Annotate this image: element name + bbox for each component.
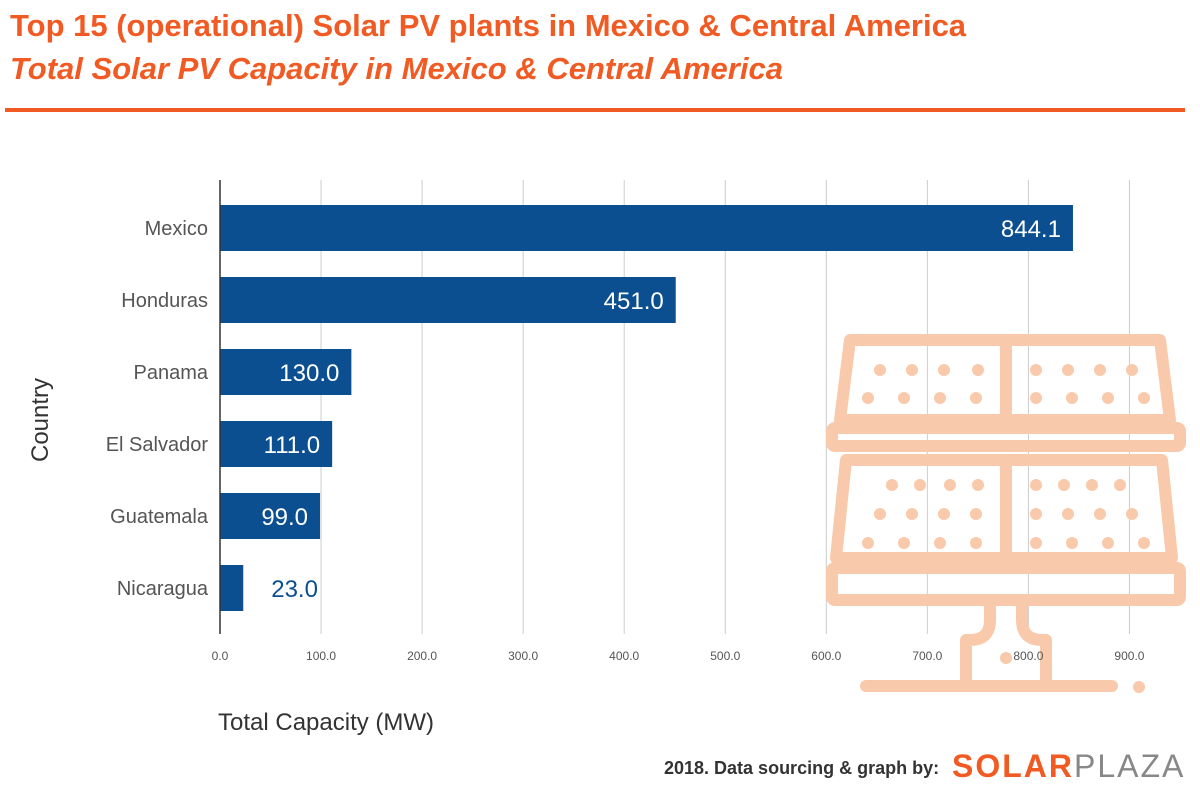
logo-solar-text: SOLAR — [952, 748, 1074, 784]
data-label: 130.0 — [279, 360, 339, 387]
panel-cell-dot — [1066, 537, 1078, 549]
panel-cell-dot — [934, 537, 946, 549]
panel-cell-dot — [938, 364, 950, 376]
panel-cell-dot — [1138, 537, 1150, 549]
x-tick-label: 400.0 — [609, 649, 639, 663]
bar — [220, 493, 321, 539]
panel-cell-dot — [970, 508, 982, 520]
panel-cell-dot — [1086, 479, 1098, 491]
panel-cell-dot — [1062, 508, 1074, 520]
y-axis-categories: Mexico Honduras Panama El Salvador Guatemala… — [106, 218, 209, 600]
panel-cell-dot — [1102, 537, 1114, 549]
panel-cell-dot — [1062, 364, 1074, 376]
panel-cell-dot — [862, 537, 874, 549]
panel-cell-dot — [1058, 479, 1070, 491]
panel-cell-dot — [1102, 392, 1114, 404]
panel-cell-dot — [1030, 479, 1042, 491]
panel-cell-dot — [898, 537, 910, 549]
chart-subtitle: Total Solar PV Capacity in Mexico & Cent… — [10, 51, 783, 86]
panel-cell-dot — [1094, 508, 1106, 520]
category-label: Nicaragua — [117, 578, 209, 600]
category-label: Panama — [134, 362, 209, 384]
logo-plaza-text: PLAZA — [1074, 748, 1186, 784]
x-tick-label: 600.0 — [811, 649, 841, 663]
x-tick-label: 700.0 — [912, 649, 942, 663]
panel-cell-dot — [1114, 479, 1126, 491]
panel-cell-dot — [1030, 508, 1042, 520]
data-label: 844.1 — [1001, 216, 1061, 243]
panel-cell-dot — [972, 364, 984, 376]
data-label: 23.0 — [271, 576, 318, 603]
panel-cell-dot — [898, 392, 910, 404]
category-label: Honduras — [121, 290, 208, 312]
bar — [220, 349, 352, 395]
solarplaza-logo: SOLARPLAZA — [952, 748, 1185, 785]
bar — [220, 421, 333, 467]
panel-cell-dot — [938, 508, 950, 520]
panel-cell-dot — [972, 479, 984, 491]
chart-title: Top 15 (operational) Solar PV plants in … — [10, 8, 967, 43]
category-label: El Salvador — [106, 434, 209, 456]
bar — [220, 565, 244, 611]
panel-cell-dot — [906, 364, 918, 376]
panel-cell-dot — [1066, 392, 1078, 404]
category-label: Guatemala — [110, 506, 209, 528]
x-tick-label: 200.0 — [407, 649, 437, 663]
panel-cell-dot — [1030, 392, 1042, 404]
x-tick-label: 100.0 — [306, 649, 336, 663]
panel-cell-dot — [934, 392, 946, 404]
x-axis-label: Total Capacity (MW) — [218, 709, 434, 736]
panel-cell-dot — [970, 537, 982, 549]
solar-panel-icon — [826, 334, 1186, 693]
x-tick-label: 0.0 — [212, 649, 229, 663]
x-tick-label: 900.0 — [1114, 649, 1144, 663]
data-label: 451.0 — [604, 288, 664, 315]
data-label: 99.0 — [261, 504, 308, 531]
x-axis-ticks: 0.0 100.0 200.0 300.0 400.0 500.0 600.0 700.0 80… — [212, 649, 1145, 663]
panel-cell-dot — [914, 479, 926, 491]
category-label: Mexico — [145, 218, 208, 240]
panel-cell-dot — [1094, 364, 1106, 376]
footer-credit: 2018. Data sourcing & graph by: — [664, 758, 940, 778]
bar — [220, 205, 1073, 251]
panel-cell-dot — [906, 508, 918, 520]
x-tick-label: 800.0 — [1013, 649, 1043, 663]
panel-cell-dot — [886, 479, 898, 491]
panel-cell-dot — [862, 392, 874, 404]
x-tick-label: 500.0 — [710, 649, 740, 663]
panel-cell-dot — [1030, 537, 1042, 549]
panel-cell-dot — [970, 392, 982, 404]
bars — [220, 205, 1073, 611]
panel-cell-dot — [1000, 652, 1012, 664]
panel-cell-dot — [874, 508, 886, 520]
bar — [220, 277, 676, 323]
panel-cell-dot — [1126, 508, 1138, 520]
header-divider — [5, 108, 1185, 112]
panel-cell-dot — [944, 479, 956, 491]
panel-cell-dot — [1138, 392, 1150, 404]
data-labels: 844.1 451.0 130.0 111.0 99.0 23.0 — [261, 216, 1061, 603]
y-axis-label: Country — [27, 378, 54, 462]
panel-cell-dot — [874, 364, 886, 376]
x-tick-label: 300.0 — [508, 649, 538, 663]
data-label: 111.0 — [264, 432, 321, 459]
panel-cell-dot — [1126, 364, 1138, 376]
panel-cell-dot — [1030, 364, 1042, 376]
panel-cell-dot — [1133, 681, 1145, 693]
